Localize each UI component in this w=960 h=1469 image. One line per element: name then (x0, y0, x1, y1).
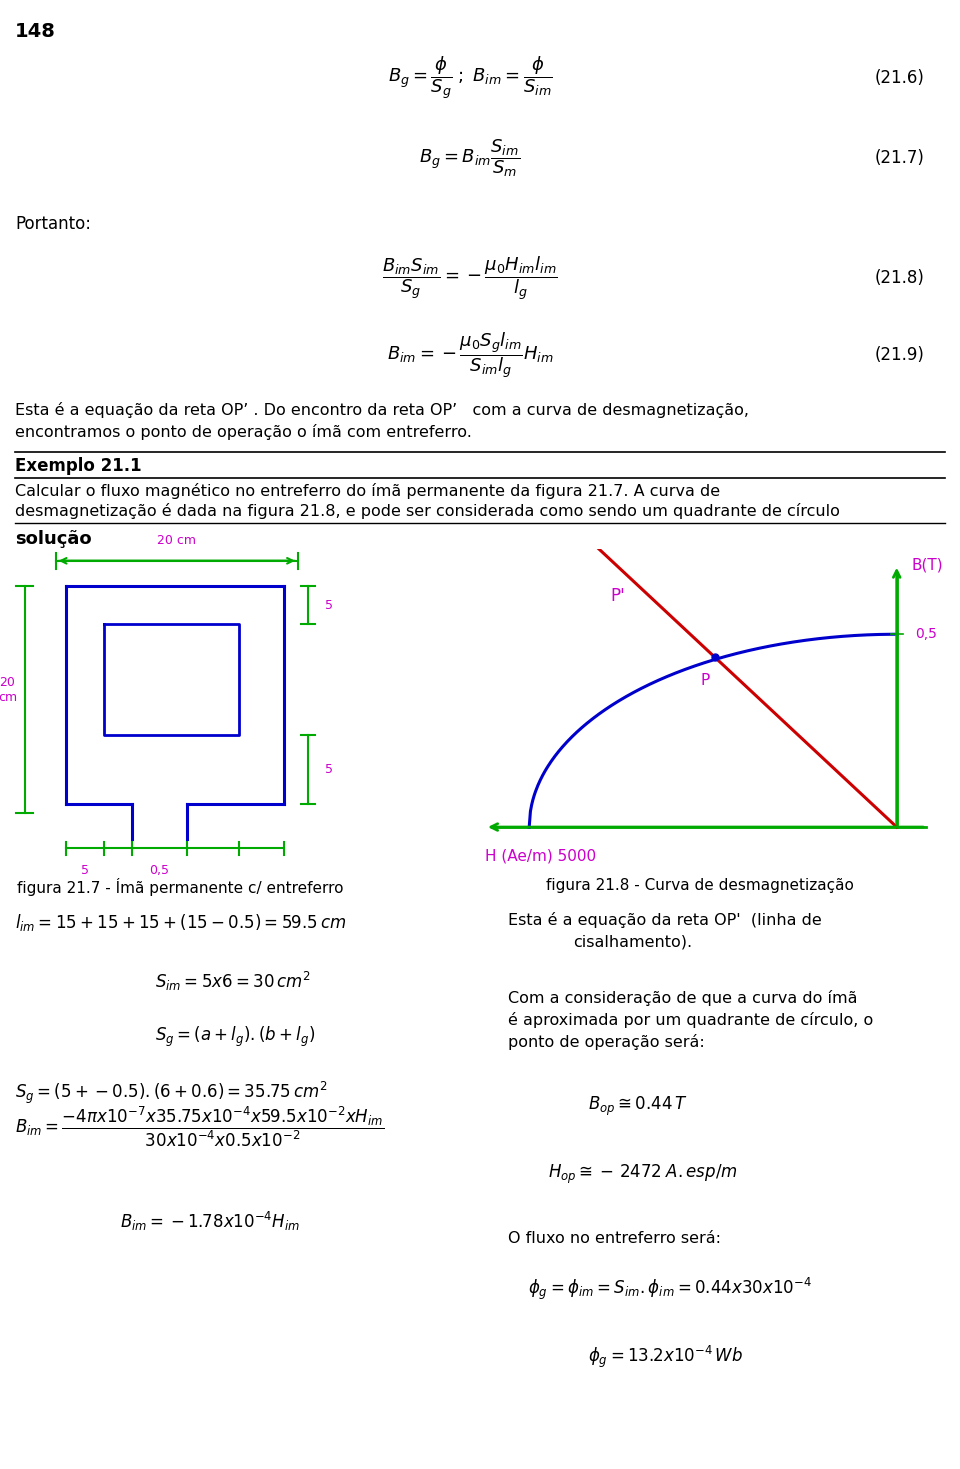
Text: H (Ae/m) 5000: H (Ae/m) 5000 (485, 848, 596, 864)
Text: 5: 5 (325, 762, 333, 776)
Text: Com a consideração de que a curva do ímã: Com a consideração de que a curva do ímã (508, 990, 857, 1006)
Text: encontramos o ponto de operação o ímã com entreferro.: encontramos o ponto de operação o ímã co… (15, 425, 472, 441)
Text: desmagnetização é dada na figura 21.8, e pode ser considerada como sendo um quad: desmagnetização é dada na figura 21.8, e… (15, 502, 840, 519)
Text: B(T): B(T) (911, 557, 943, 573)
Text: $S_g = (a+l_g).(b+l_g)$: $S_g = (a+l_g).(b+l_g)$ (155, 1025, 316, 1049)
Text: $B_{op} \cong 0.44 \, T$: $B_{op} \cong 0.44 \, T$ (588, 1094, 687, 1118)
Text: 5: 5 (82, 864, 89, 877)
Text: Calcular o fluxo magnético no entreferro do ímã permanente da figura 21.7. A cur: Calcular o fluxo magnético no entreferro… (15, 483, 720, 499)
Text: Esta é a equação da reta OP'  (linha de: Esta é a equação da reta OP' (linha de (508, 912, 822, 928)
Text: $l_{im}  = 15+15+15 +(15-0.5)  =  59.5 \, cm$: $l_{im} = 15+15+15 +(15-0.5) = 59.5 \, c… (15, 912, 347, 933)
Text: 148: 148 (15, 22, 56, 41)
Text: $S_{im}  = 5x6 = 30 \, cm^2$: $S_{im} = 5x6 = 30 \, cm^2$ (155, 970, 311, 993)
Text: $B_g = \dfrac{\phi}{S_g} \; ; \; B_{im} = \dfrac{\phi}{S_{im}}$: $B_g = \dfrac{\phi}{S_g} \; ; \; B_{im} … (388, 54, 552, 101)
Text: P': P' (610, 586, 625, 605)
Text: $\dfrac{B_{im}S_{im}}{S_g} = -\dfrac{\mu_0 H_{im} l_{im}}{l_g}$: $\dfrac{B_{im}S_{im}}{S_g} = -\dfrac{\mu… (382, 254, 558, 303)
Text: 5: 5 (325, 598, 333, 611)
Text: $B_{im}  = -1.78x10^{-4} H_{im}$: $B_{im} = -1.78x10^{-4} H_{im}$ (120, 1210, 300, 1232)
Text: Portanto:: Portanto: (15, 214, 91, 234)
Text: Exemplo 21.1: Exemplo 21.1 (15, 457, 142, 474)
Text: (21.8): (21.8) (876, 269, 925, 286)
Text: (21.6): (21.6) (876, 69, 925, 87)
Text: 20 cm: 20 cm (157, 533, 197, 546)
Text: $B_{im} = -\dfrac{\mu_0 S_g l_{im}}{S_{im} l_g} H_{im}$: $B_{im} = -\dfrac{\mu_0 S_g l_{im}}{S_{i… (387, 331, 553, 380)
Text: $H_{op} \cong -\, 2472 \; A.esp / m$: $H_{op} \cong -\, 2472 \; A.esp / m$ (548, 1163, 738, 1185)
Text: 0,5: 0,5 (150, 864, 170, 877)
Text: figura 21.7 - Ímã permanente c/ entreferro: figura 21.7 - Ímã permanente c/ entrefer… (16, 878, 344, 896)
Text: é aproximada por um quadrante de círculo, o: é aproximada por um quadrante de círculo… (508, 1012, 874, 1028)
Text: $B_g = B_{im} \dfrac{S_{im}}{S_m}$: $B_g = B_{im} \dfrac{S_{im}}{S_m}$ (420, 137, 520, 179)
Text: cisalhamento).: cisalhamento). (573, 934, 692, 949)
Text: (21.9): (21.9) (876, 347, 925, 364)
Text: figura 21.8 - Curva de desmagnetização: figura 21.8 - Curva de desmagnetização (546, 878, 854, 893)
Text: $S_g = (5+-0.5).(6+0.6) = 35.75 \, cm^2$: $S_g = (5+-0.5).(6+0.6) = 35.75 \, cm^2$ (15, 1080, 327, 1106)
Text: 0,5: 0,5 (915, 627, 937, 642)
Text: O fluxo no entreferro será:: O fluxo no entreferro será: (508, 1231, 721, 1246)
Text: P: P (701, 673, 710, 687)
Text: $B_{im} = \dfrac{-4\pi x10^{-7} x35.75x10^{-4} x59.5x10^{-2} xH_{im}}{30x10^{-4}: $B_{im} = \dfrac{-4\pi x10^{-7} x35.75x1… (15, 1105, 384, 1149)
Text: (21.7): (21.7) (876, 148, 925, 167)
Text: solução: solução (15, 530, 91, 548)
Text: ponto de operação será:: ponto de operação será: (508, 1034, 705, 1050)
Text: 20
cm: 20 cm (0, 676, 17, 704)
Text: $\phi_g = 13.2x10^{-4} \, Wb$: $\phi_g = 13.2x10^{-4} \, Wb$ (588, 1344, 743, 1371)
Text: $\phi_g = \phi_{im} = S_{im}.\phi_{im} = 0.44x30x10^{-4}$: $\phi_g = \phi_{im} = S_{im}.\phi_{im} =… (528, 1277, 812, 1303)
Text: Esta é a equação da reta OP’ . Do encontro da reta OP’   com a curva de desmagne: Esta é a equação da reta OP’ . Do encont… (15, 403, 749, 419)
